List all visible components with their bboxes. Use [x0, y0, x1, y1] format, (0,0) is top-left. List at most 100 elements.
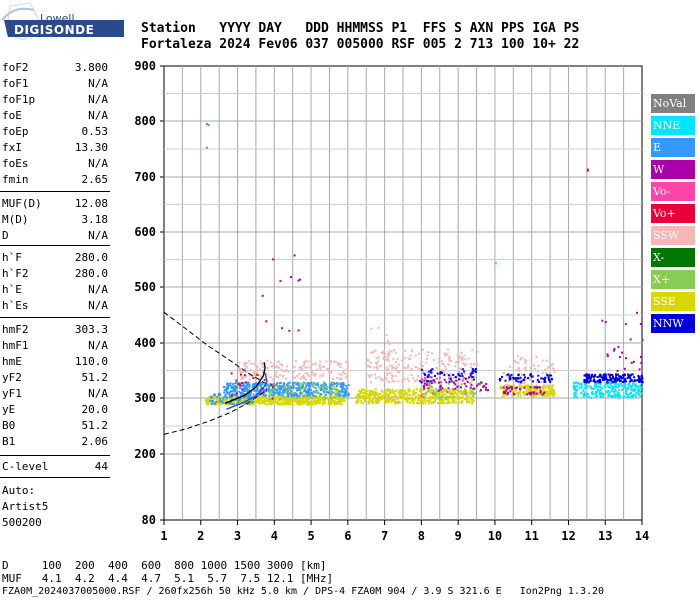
echo-dot	[336, 382, 339, 384]
echo-dot	[308, 385, 311, 388]
echo-dot	[625, 393, 628, 396]
echo-dot	[544, 381, 547, 383]
echo-dot	[280, 386, 283, 389]
echo-dot	[313, 400, 316, 403]
echo-dot	[586, 393, 589, 395]
echo-dot	[428, 370, 431, 373]
echo-dot	[388, 349, 391, 352]
echo-dot	[520, 386, 523, 389]
echo-dot	[537, 370, 540, 373]
echo-dot	[231, 403, 234, 405]
echo-dot	[239, 383, 242, 386]
echo-dot	[415, 401, 418, 404]
echo-dot	[266, 383, 269, 386]
echo-dot	[331, 384, 334, 387]
echo-dot	[290, 389, 293, 392]
param-row: foF2 3.800	[2, 60, 108, 75]
echo-dot	[278, 399, 281, 402]
echo-dot	[293, 398, 296, 401]
echo-dot	[274, 397, 277, 400]
echo-dot	[641, 386, 644, 389]
echo-dot	[303, 377, 305, 380]
echo-dot	[637, 377, 640, 380]
echo-dot	[485, 383, 488, 385]
echo-dot	[439, 376, 441, 379]
echo-dot	[641, 380, 643, 383]
echo-dot	[234, 389, 237, 392]
echo-dot	[415, 379, 418, 381]
echo-dot	[439, 371, 442, 374]
echo-dot	[257, 383, 260, 386]
echo-dot	[632, 382, 635, 385]
echo-dot	[622, 388, 625, 391]
param-row: foEp 0.53	[2, 124, 108, 139]
echo-dot	[375, 366, 378, 369]
echo-dot	[611, 385, 613, 388]
echo-dot	[633, 387, 636, 390]
echo-dot	[519, 381, 522, 384]
echo-dot	[259, 368, 262, 371]
echo-dot	[389, 398, 392, 401]
echo-dot	[265, 400, 268, 403]
echo-dot	[244, 401, 247, 404]
echo-dot	[288, 385, 291, 388]
echo-dot	[588, 380, 591, 383]
echo-dot	[459, 392, 462, 395]
echo-dot	[263, 397, 266, 400]
echo-dot	[436, 372, 439, 375]
echo-dot	[448, 400, 451, 403]
echo-dot	[256, 369, 259, 372]
echo-dot	[298, 366, 301, 369]
echo-dot	[238, 399, 241, 402]
param-row: hmE 110.0	[2, 354, 108, 369]
echo-dot	[465, 363, 468, 366]
echo-dot	[391, 367, 394, 370]
echo-dot	[216, 396, 219, 399]
echo-dot	[609, 383, 612, 386]
echo-dot	[290, 276, 292, 279]
echo-dot	[321, 398, 324, 401]
echo-dot	[319, 400, 321, 403]
echo-dot	[232, 388, 235, 391]
echo-dot	[410, 369, 413, 372]
echo-dot	[471, 401, 474, 404]
echo-dot	[539, 389, 542, 392]
echo-dot	[264, 403, 267, 406]
echo-dot	[316, 400, 319, 403]
echo-dot	[625, 390, 628, 393]
echo-dot	[454, 365, 457, 368]
echo-dot	[623, 380, 626, 383]
echo-dot	[612, 394, 615, 397]
echo-dot	[258, 400, 261, 402]
echo-dot	[296, 398, 299, 401]
param-value: N/A	[88, 229, 108, 242]
echo-dot	[322, 373, 325, 376]
echo-dot	[236, 386, 238, 388]
echo-dot	[296, 375, 299, 377]
echo-dot	[337, 400, 340, 403]
echo-dot	[441, 363, 444, 366]
echo-dot	[439, 384, 442, 387]
echo-dot	[244, 368, 247, 371]
echo-dot	[377, 376, 380, 379]
echo-dot	[329, 383, 332, 385]
echo-dot	[543, 391, 546, 394]
echo-dot	[535, 392, 538, 395]
echo-dot	[311, 371, 314, 374]
echo-dot	[230, 386, 233, 389]
echo-dot	[233, 395, 236, 398]
echo-dot	[520, 380, 523, 383]
echo-dot	[518, 383, 521, 386]
echo-dot	[312, 386, 315, 388]
echo-dot	[230, 372, 233, 375]
echo-dot	[343, 391, 345, 393]
echo-dot	[606, 380, 609, 383]
echo-dot	[266, 373, 269, 376]
echo-dot	[452, 400, 455, 403]
echo-dot	[338, 398, 341, 401]
echo-dot	[434, 395, 437, 398]
echo-dot	[277, 397, 280, 400]
x-tick-label: 9	[455, 529, 462, 543]
echo-dot	[501, 375, 503, 378]
param-name: M(D)	[2, 213, 29, 226]
